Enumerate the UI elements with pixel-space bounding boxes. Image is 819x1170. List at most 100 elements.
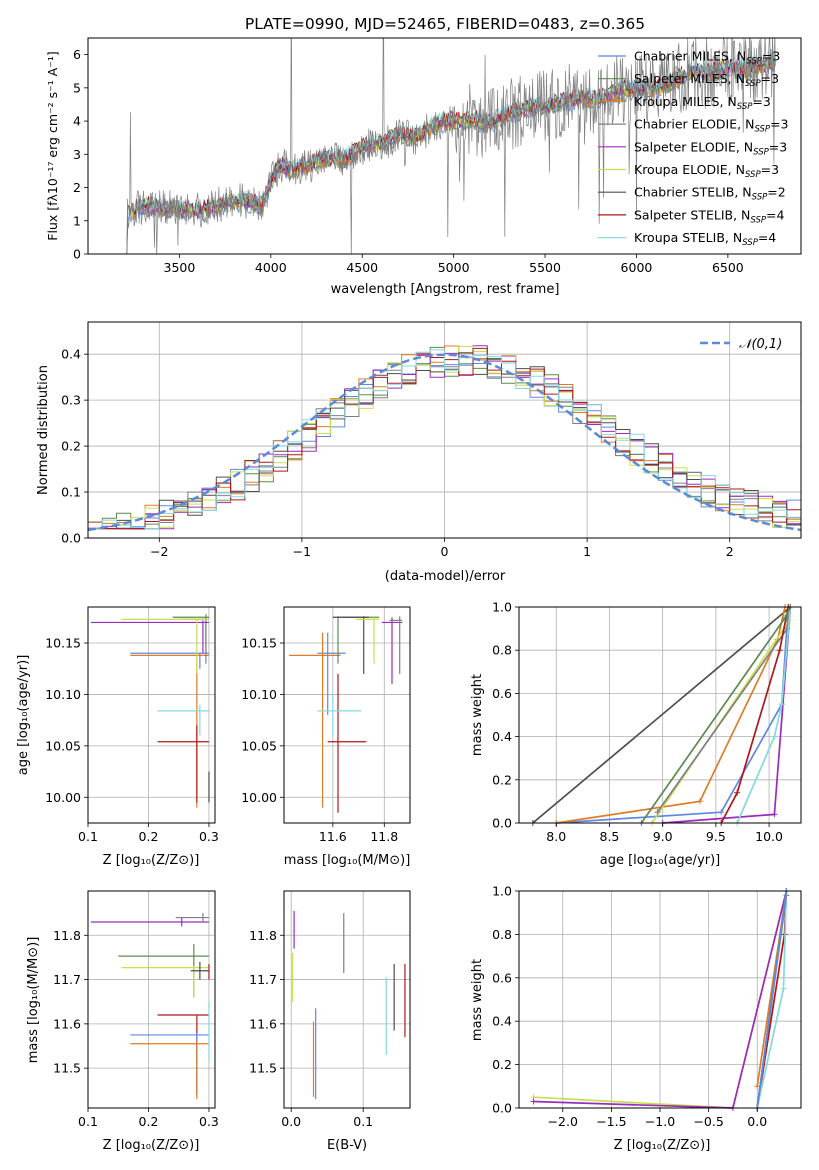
legend-label: Kroupa ELODIE, NSSP=3 bbox=[634, 162, 779, 180]
legend-label: Kroupa MILES, NSSP=3 bbox=[634, 94, 771, 112]
residual-panel: −2 −1 0 1 2 0.0 0.1 0.2 0.3 0.4 𝒩(0,1) (data-mod… bbox=[36, 321, 802, 584]
x-tick-label: −1.0 bbox=[645, 1114, 675, 1129]
spectrum-xlabel: wavelength [Angstrom, rest frame] bbox=[331, 282, 560, 297]
x-tick-label: 9.5 bbox=[706, 829, 726, 844]
x-tick-label: 4500 bbox=[346, 260, 378, 275]
y-tick-label: 1.0 bbox=[492, 600, 512, 615]
y-tick-label: 11.7 bbox=[249, 972, 277, 987]
y-tick-label: 1 bbox=[73, 213, 81, 228]
legend-label: Kroupa STELIB, NSSP=4 bbox=[634, 230, 776, 248]
x-tick-label: 0.1 bbox=[78, 829, 98, 844]
y-tick-label: 6 bbox=[73, 47, 81, 62]
y-tick-label: 0.0 bbox=[61, 531, 81, 546]
mass-vs-Z-errorbars bbox=[91, 913, 210, 1100]
residual-y-ticks: 0.0 0.1 0.2 0.3 0.4 bbox=[61, 347, 88, 546]
legend-label: Chabrier ELODIE, NSSP=3 bbox=[634, 117, 789, 135]
y-tick-label: 0.1 bbox=[61, 485, 81, 500]
y-tick-label: 0.0 bbox=[492, 816, 512, 831]
legend-label: Chabrier MILES, NSSP=3 bbox=[634, 49, 780, 67]
y-tick-label: 4 bbox=[73, 114, 81, 129]
x-tick-label: 0.3 bbox=[199, 829, 219, 844]
y-tick-label: 0.2 bbox=[492, 772, 512, 787]
mass-vs-Z-xlabel: Z [log₁₀(Z/Z⊙)] bbox=[103, 1138, 200, 1153]
residual-x-ticks: −2 −1 0 1 2 bbox=[150, 538, 734, 559]
x-tick-label: 9.0 bbox=[653, 829, 673, 844]
mass-weight-line bbox=[756, 890, 788, 1109]
x-tick-label: 0.0 bbox=[281, 1114, 301, 1129]
x-tick-label: −0.5 bbox=[693, 1114, 723, 1129]
x-tick-label: −2 bbox=[150, 544, 168, 559]
x-tick-label: −1.5 bbox=[596, 1114, 626, 1129]
y-tick-label: 11.5 bbox=[53, 1061, 81, 1076]
spectrum-series-line bbox=[124, 38, 776, 254]
mass-vs-ebv-xlabel: E(B-V) bbox=[327, 1138, 367, 1153]
x-tick-label: 6000 bbox=[621, 260, 653, 275]
y-tick-label: 0.3 bbox=[61, 393, 81, 408]
legend-label: Salpeter ELODIE, NSSP=3 bbox=[634, 139, 787, 157]
x-tick-label: 11.6 bbox=[319, 829, 347, 844]
legend-label: Salpeter STELIB, NSSP=4 bbox=[634, 207, 784, 225]
y-tick-label: 1.0 bbox=[492, 884, 512, 899]
y-tick-label: 0.4 bbox=[492, 729, 512, 744]
y-tick-label: 0.4 bbox=[61, 347, 81, 362]
age-vs-mass-panel: 11.6 11.8 10.00 10.05 10.10 10.15 mass [log₁… bbox=[241, 606, 411, 868]
x-tick-label: −2.0 bbox=[548, 1114, 578, 1129]
mass-weight-vs-Z-xlabel: Z [log₁₀(Z/Z⊙)] bbox=[614, 1138, 711, 1153]
mass-vs-ebv-panel: 0.0 0.1 11.5 11.6 11.7 11.8 E(B-V) bbox=[249, 890, 411, 1153]
x-tick-label: 11.8 bbox=[370, 829, 398, 844]
mass-weight-line bbox=[556, 606, 790, 824]
age-vs-Z-ylabel: age [log₁₀(age/yr)] bbox=[16, 655, 31, 776]
age-vs-mass-errorbars bbox=[289, 616, 403, 813]
y-tick-label: 0 bbox=[73, 247, 81, 262]
x-tick-label: 2 bbox=[726, 544, 734, 559]
x-tick-label: 8.0 bbox=[546, 829, 566, 844]
age-vs-Z-xlabel: Z [log₁₀(Z/Z⊙)] bbox=[103, 853, 200, 868]
x-tick-label: 5000 bbox=[438, 260, 470, 275]
mass-vs-Z-ylabel: mass [log₁₀(M/M⊙)] bbox=[26, 937, 41, 1064]
y-tick-label: 10.00 bbox=[241, 790, 277, 805]
mass-weight-vs-Z-ylabel: mass weight bbox=[470, 959, 485, 1041]
spectrum-panel: 3500 4000 4500 5000 5500 6000 6500 0 1 2 3 4 5 6 wav… bbox=[45, 37, 802, 297]
y-tick-label: 0.2 bbox=[492, 1057, 512, 1072]
y-tick-label: 0.4 bbox=[492, 1014, 512, 1029]
y-tick-label: 0.8 bbox=[492, 643, 512, 658]
mass-weight-line bbox=[736, 606, 792, 824]
mass-vs-Z-panel: 0.1 0.2 0.3 11.5 11.6 11.7 11.8 Z [log₁₀(Z/Z⊙… bbox=[26, 890, 219, 1153]
y-tick-label: 3 bbox=[73, 147, 81, 162]
x-tick-label: 0.2 bbox=[139, 829, 159, 844]
y-tick-label: 11.8 bbox=[53, 928, 81, 943]
age-vs-Z-panel: 0.1 0.2 0.3 10.00 10.05 10.10 10.15 Z [log₁₀(… bbox=[16, 606, 219, 868]
x-tick-label: 0.1 bbox=[353, 1114, 373, 1129]
mass-weight-line bbox=[532, 606, 791, 824]
spectrum-y-ticks: 0 1 2 3 4 5 6 bbox=[73, 47, 88, 262]
y-tick-label: 0.2 bbox=[61, 439, 81, 454]
histogram-series bbox=[88, 349, 801, 530]
gaussian-reference-curve bbox=[87, 353, 802, 532]
mass-vs-ebv-errorbars bbox=[292, 910, 406, 1100]
y-tick-label: 0.6 bbox=[492, 970, 512, 985]
y-tick-label: 5 bbox=[73, 80, 81, 95]
y-tick-label: 10.05 bbox=[241, 738, 277, 753]
y-tick-label: 2 bbox=[73, 180, 81, 195]
y-tick-label: 11.8 bbox=[249, 928, 277, 943]
mass-weight-vs-Z-panel: −2.0 −1.5 −1.0 −0.5 0.0 0.0 0.2 0.4 0.6 0.8 1.0 Z… bbox=[470, 884, 802, 1153]
mass-weight-vs-age-ylabel: mass weight bbox=[470, 674, 485, 756]
spectrum-series bbox=[124, 38, 776, 254]
residual-legend: 𝒩(0,1) bbox=[700, 337, 782, 352]
y-tick-label: 0.6 bbox=[492, 686, 512, 701]
y-tick-label: 0.0 bbox=[492, 1101, 512, 1116]
x-tick-label: 6500 bbox=[712, 260, 744, 275]
x-tick-label: 4000 bbox=[255, 260, 287, 275]
spectrum-ylabel: Flux [fλ10⁻¹⁷ erg cm⁻² s⁻¹ A⁻¹] bbox=[45, 51, 60, 240]
y-tick-label: 11.7 bbox=[53, 972, 81, 987]
mass-weight-vs-age-xlabel: age [log₁₀(age/yr)] bbox=[600, 853, 721, 868]
y-tick-label: 10.10 bbox=[45, 687, 81, 702]
figure-title: PLATE=0990, MJD=52465, FIBERID=0483, z=0… bbox=[245, 15, 645, 33]
y-tick-label: 10.10 bbox=[241, 687, 277, 702]
y-tick-label: 10.05 bbox=[45, 738, 81, 753]
mass-weight-line bbox=[720, 606, 790, 824]
x-tick-label: 0.0 bbox=[747, 1114, 767, 1129]
y-tick-label: 0.8 bbox=[492, 927, 512, 942]
spectrum-x-ticks: 3500 4000 4500 5000 5500 6000 6500 bbox=[164, 254, 744, 275]
